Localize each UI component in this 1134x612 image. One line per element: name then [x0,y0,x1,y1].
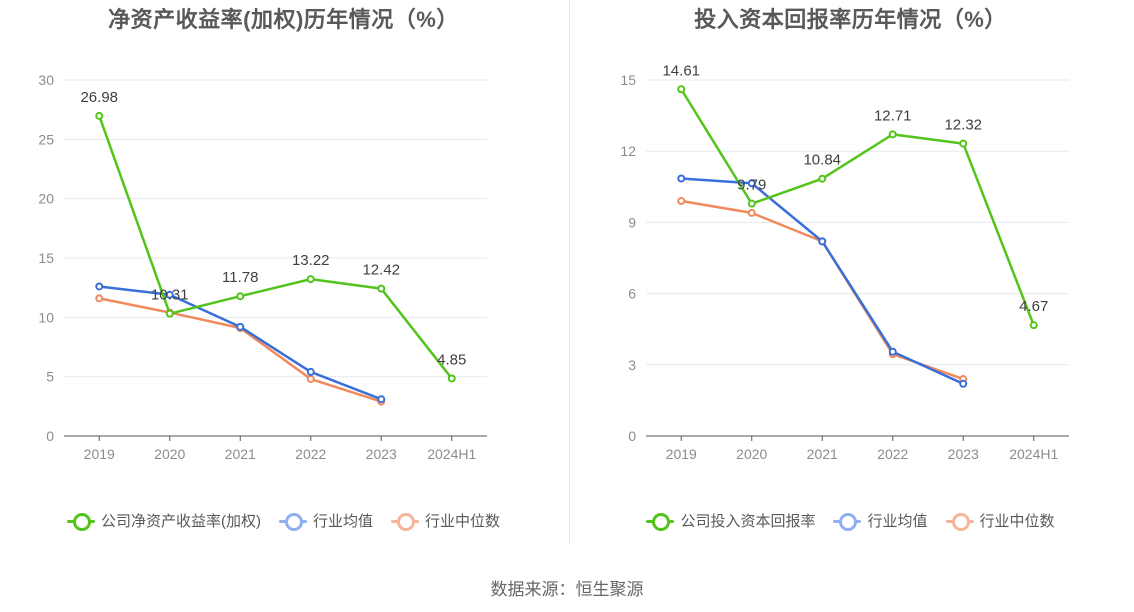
data-label: 4.85 [437,351,466,368]
data-point-industry_avg[interactable] [165,290,174,299]
data-point-industry_avg[interactable] [888,347,897,356]
y-tick-label: 30 [38,72,54,88]
roe-chart-panel: 净资产收益率(加权)历年情况（%） 0 5 10 15 20 25 30 2019 2020 20… [0,0,567,560]
legend-item-industry_median[interactable]: 行业中位数 [391,510,500,531]
legend-marker-icon [66,511,95,531]
data-point-industry_avg[interactable] [959,379,968,388]
y-tick-label: 10 [38,309,54,325]
data-point-company[interactable] [818,174,827,183]
series-line-industry_median [99,297,382,403]
legend-item-industry_avg[interactable]: 行业均值 [833,510,928,531]
legend-marker-icon [278,511,307,531]
legend-item-industry_median[interactable]: 行业中位数 [945,510,1055,531]
x-tick-label: 2021 [807,446,838,462]
data-label: 12.32 [944,117,982,134]
data-point-company[interactable] [165,309,174,318]
data-point-industry_avg[interactable] [377,395,386,404]
data-point-industry_median[interactable] [95,294,104,303]
data-label: 13.22 [292,252,330,269]
roic-chart-title: 投入资本回报率历年情况（%） [694,7,1007,32]
roe-chart-legend: 公司净资产收益率(加权) 行业均值 行业中位数 [0,510,567,531]
data-label: 12.42 [362,262,400,279]
roe-chart: 0 5 10 15 20 25 30 2019 2020 2021 2022 2023 2024H1 26… [38,72,487,462]
data-label: 4.67 [1019,298,1048,315]
y-tick-label: 3 [628,357,636,373]
data-point-company[interactable] [447,374,456,383]
y-tick-label: 20 [38,191,54,207]
x-tick-label: 2022 [295,446,326,462]
data-point-company[interactable] [377,284,386,293]
data-point-company[interactable] [959,139,968,148]
y-tick-label: 0 [628,428,636,444]
x-tick-label: 2024H1 [427,446,476,462]
x-tick-label: 2019 [666,446,697,462]
data-label: 14.61 [662,62,700,79]
data-point-industry_avg[interactable] [306,367,315,376]
data-point-company[interactable] [677,85,686,94]
series-line-industry_avg [99,285,382,401]
data-label: 12.71 [874,107,912,124]
series-line-company [680,88,1035,326]
x-tick-label: 2023 [366,446,397,462]
series-line-industry_median [681,199,964,381]
y-tick-label: 15 [620,72,636,88]
legend-item-company[interactable]: 公司净资产收益率(加权) [66,510,261,531]
y-tick-label: 12 [620,143,636,159]
data-label: 11.78 [222,269,258,286]
data-point-company[interactable] [306,275,315,284]
panel-divider [569,0,570,545]
data-point-company[interactable] [236,292,245,301]
x-tick-label: 2024H1 [1009,446,1058,462]
legend-item-company[interactable]: 公司投入资本回报率 [646,510,815,531]
legend-marker-icon [945,511,974,531]
y-tick-label: 25 [38,131,54,147]
legend-label: 行业均值 [867,513,928,530]
data-point-industry_avg[interactable] [818,237,827,246]
legend-marker-icon [391,511,419,531]
data-point-company[interactable] [747,199,756,208]
x-tick-label: 2019 [84,446,115,462]
roe-chart-title: 净资产收益率(加权)历年情况（%） [108,7,459,32]
legend-marker-icon [833,511,862,531]
data-point-industry_avg[interactable] [236,322,245,331]
x-tick-label: 2022 [877,446,908,462]
data-point-industry_median[interactable] [747,208,756,217]
data-label: 26.98 [80,89,118,106]
data-point-industry_median[interactable] [677,197,686,206]
legend-label: 行业均值 [312,513,373,530]
legend-label: 公司投入资本回报率 [680,513,816,530]
legend-label: 公司净资产收益率(加权) [100,513,261,530]
data-point-company[interactable] [1029,321,1038,330]
x-tick-label: 2020 [154,446,185,462]
y-tick-label: 0 [46,428,54,444]
x-tick-label: 2020 [736,446,767,462]
y-tick-label: 6 [628,286,636,302]
roic-chart-legend: 公司投入资本回报率 行业均值 行业中位数 [567,510,1134,531]
y-tick-label: 9 [628,214,636,230]
x-tick-label: 2023 [948,446,979,462]
data-point-industry_avg[interactable] [95,282,104,291]
legend-item-industry_avg[interactable]: 行业均值 [278,510,373,531]
roic-chart: 0 3 6 9 12 15 2019 2020 2021 2022 2023 2024H1 14.61 9… [620,62,1069,462]
data-label: 10.31 [151,287,189,304]
x-tick-label: 2021 [225,446,256,462]
data-point-industry_avg[interactable] [677,174,686,183]
y-tick-label: 15 [38,250,54,266]
data-label: 9.79 [737,177,766,194]
y-tick-label: 5 [46,369,54,385]
data-label: 10.84 [803,152,841,169]
legend-label: 行业中位数 [979,513,1055,530]
data-point-company[interactable] [95,111,104,120]
data-point-industry_avg[interactable] [747,179,756,188]
legend-label: 行业中位数 [425,513,501,530]
data-point-company[interactable] [888,130,897,139]
data-source-note: 数据来源：恒生聚源 [490,580,644,599]
legend-marker-icon [646,511,675,531]
series-line-company [98,115,453,380]
roic-chart-panel: 投入资本回报率历年情况（%） 0 3 6 9 12 15 2019 2020 2021 2022 2… [567,0,1134,560]
data-point-industry_median[interactable] [306,375,315,384]
